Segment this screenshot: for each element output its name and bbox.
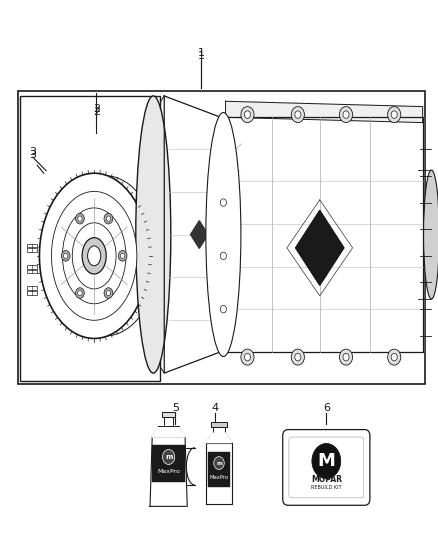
Polygon shape	[150, 437, 187, 506]
Text: REBUILD KIT: REBUILD KIT	[311, 485, 342, 490]
Polygon shape	[296, 211, 344, 285]
Text: m: m	[165, 454, 172, 460]
Circle shape	[104, 213, 113, 224]
Circle shape	[220, 252, 226, 260]
Text: 6: 6	[323, 403, 330, 413]
Circle shape	[244, 111, 251, 118]
Polygon shape	[152, 426, 185, 437]
Ellipse shape	[72, 223, 116, 289]
Polygon shape	[164, 96, 228, 373]
Circle shape	[241, 349, 254, 365]
Circle shape	[295, 111, 301, 118]
Text: MOPAR: MOPAR	[311, 475, 342, 484]
Circle shape	[339, 107, 353, 123]
Ellipse shape	[206, 112, 241, 357]
Circle shape	[220, 199, 226, 206]
Circle shape	[339, 349, 353, 365]
Bar	[27, 286, 37, 290]
Circle shape	[106, 216, 110, 221]
Circle shape	[104, 288, 113, 298]
Circle shape	[295, 353, 301, 361]
Polygon shape	[191, 221, 208, 248]
FancyBboxPatch shape	[283, 430, 370, 505]
Text: MaxPro: MaxPro	[209, 475, 229, 480]
Bar	[18, 91, 425, 384]
Ellipse shape	[39, 173, 149, 338]
Text: 2: 2	[93, 104, 100, 114]
Text: 5: 5	[172, 403, 179, 413]
Bar	[162, 412, 175, 417]
Circle shape	[241, 107, 254, 123]
Circle shape	[75, 288, 84, 298]
Bar	[152, 445, 185, 482]
Circle shape	[388, 107, 401, 123]
Circle shape	[217, 195, 230, 210]
Circle shape	[391, 111, 397, 118]
Circle shape	[291, 107, 304, 123]
Ellipse shape	[88, 246, 101, 266]
Text: 3: 3	[29, 150, 36, 159]
Bar	[208, 452, 230, 487]
Bar	[27, 248, 37, 252]
Circle shape	[217, 248, 230, 263]
Polygon shape	[206, 442, 232, 504]
Bar	[27, 244, 37, 247]
Bar	[211, 422, 226, 426]
Circle shape	[162, 449, 175, 464]
Circle shape	[291, 349, 304, 365]
Bar	[27, 270, 37, 273]
Text: MaxPro: MaxPro	[157, 470, 180, 474]
Bar	[27, 291, 37, 295]
Circle shape	[78, 216, 82, 221]
Text: 1: 1	[198, 49, 205, 58]
Circle shape	[78, 290, 82, 296]
Text: 2: 2	[93, 107, 100, 117]
Ellipse shape	[82, 238, 106, 274]
Circle shape	[391, 353, 397, 361]
Ellipse shape	[52, 176, 158, 336]
Circle shape	[343, 111, 349, 118]
Ellipse shape	[136, 96, 171, 373]
Ellipse shape	[52, 191, 137, 320]
Text: m: m	[216, 461, 222, 465]
Ellipse shape	[424, 170, 438, 299]
Circle shape	[106, 290, 110, 296]
Circle shape	[312, 443, 341, 479]
Ellipse shape	[63, 208, 126, 304]
Circle shape	[388, 349, 401, 365]
Circle shape	[244, 353, 251, 361]
Circle shape	[61, 251, 70, 261]
Polygon shape	[226, 101, 423, 123]
Bar	[213, 426, 225, 433]
Circle shape	[217, 302, 230, 317]
Circle shape	[76, 213, 84, 224]
Bar	[27, 265, 37, 269]
Text: M: M	[318, 452, 335, 470]
Circle shape	[343, 353, 349, 361]
Circle shape	[64, 253, 68, 259]
Text: 4: 4	[211, 403, 218, 413]
Circle shape	[118, 251, 127, 261]
Text: 3: 3	[29, 147, 36, 157]
Circle shape	[220, 305, 226, 313]
Polygon shape	[226, 117, 423, 352]
Circle shape	[120, 253, 125, 259]
Polygon shape	[206, 433, 232, 442]
Bar	[20, 96, 160, 381]
Circle shape	[214, 457, 224, 470]
Bar	[164, 417, 173, 426]
Text: 1: 1	[198, 51, 205, 61]
